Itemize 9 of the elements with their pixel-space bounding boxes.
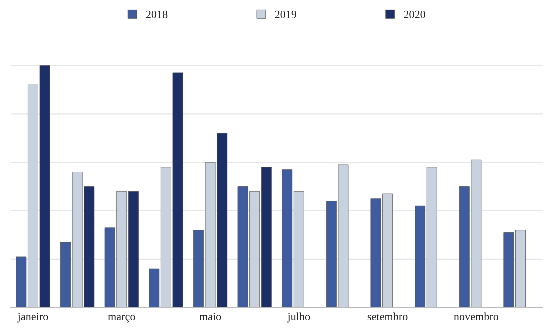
x-tick-label: março xyxy=(108,315,136,323)
x-tick-label: maio xyxy=(200,313,222,321)
x-tick-label: setembro xyxy=(368,312,408,321)
legend-label: 2018 xyxy=(146,10,168,18)
legend-label: 2020 xyxy=(404,10,426,18)
x-tick-label: janeiro xyxy=(17,313,48,323)
x-tick-label: novembro xyxy=(454,312,499,321)
x-tick-label: julho xyxy=(287,312,310,323)
legend-label: 2019 xyxy=(275,10,297,18)
